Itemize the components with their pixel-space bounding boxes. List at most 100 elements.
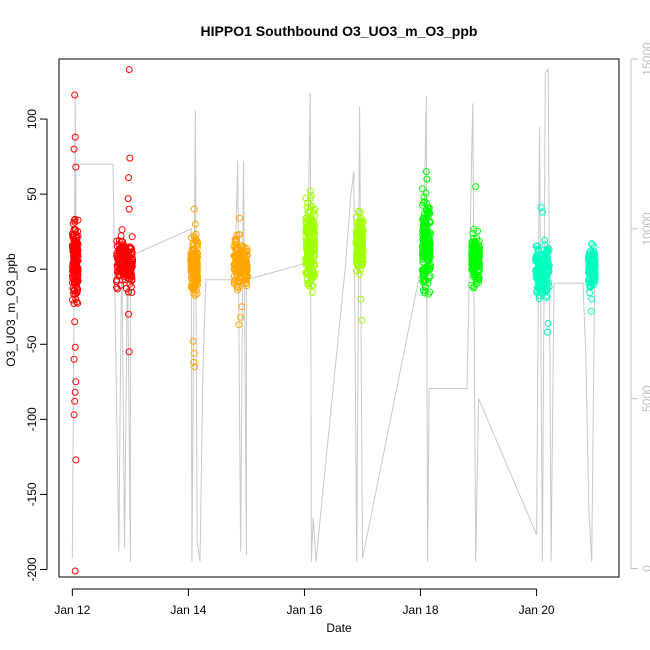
data-point [470, 225, 478, 233]
x-axis-label: Date [326, 621, 352, 635]
data-point [70, 300, 78, 307]
data-point [419, 255, 427, 263]
data-point [534, 260, 542, 268]
data-point [540, 257, 547, 265]
data-point [73, 273, 81, 281]
data-point [194, 277, 202, 285]
data-point [420, 199, 427, 207]
data-point [243, 282, 251, 290]
data-point [71, 133, 79, 141]
data-point [422, 189, 430, 197]
data-point [472, 280, 480, 288]
plot-frame [58, 58, 620, 578]
data-point [113, 237, 121, 245]
x-tick-label: Jan 20 [519, 603, 555, 617]
data-point [305, 247, 313, 255]
data-point [233, 237, 241, 245]
data-point [359, 253, 367, 261]
data-point [534, 242, 541, 250]
data-point [193, 280, 201, 288]
data-point [70, 145, 78, 153]
data-point [311, 237, 319, 245]
data-point [117, 281, 125, 289]
data-point [420, 234, 428, 242]
data-point [235, 321, 243, 329]
data-point [309, 228, 317, 236]
series-flight-2b [230, 214, 252, 329]
data-point [71, 215, 79, 223]
data-point [358, 316, 366, 324]
y2-tick-label: 10000 [640, 212, 650, 246]
data-point [423, 223, 431, 231]
data-point [423, 251, 431, 259]
data-point [71, 343, 79, 351]
data-point [535, 295, 543, 302]
data-point [357, 295, 365, 303]
data-point [418, 244, 426, 252]
data-point [190, 285, 198, 293]
data-point [126, 272, 134, 280]
data-point [356, 266, 364, 274]
data-point [70, 286, 78, 294]
data-point [423, 234, 431, 242]
data-point [356, 208, 364, 216]
data-point [71, 567, 79, 575]
data-point [72, 378, 80, 386]
y2-tick-label: 0 [640, 565, 650, 572]
series-flight-3b [352, 207, 367, 324]
y-tick-label: -150 [25, 482, 39, 506]
data-point [71, 388, 79, 396]
data-point [191, 276, 199, 284]
data-point [308, 271, 316, 279]
data-point [426, 288, 434, 296]
chart-title: HIPPO1 Southbound O3_UO3_m_O3_ppb [201, 23, 478, 39]
data-point [420, 223, 428, 231]
data-point [356, 270, 363, 278]
data-point [544, 258, 552, 266]
data-point [72, 163, 80, 171]
data-point [190, 205, 198, 213]
data-point [421, 231, 429, 238]
data-point [192, 230, 200, 238]
points-layer [68, 66, 599, 575]
data-point [73, 277, 81, 285]
data-point [71, 218, 79, 226]
data-point [190, 358, 198, 366]
data-point [71, 91, 79, 99]
data-point [232, 263, 240, 271]
data-point [587, 307, 595, 315]
data-point [540, 283, 548, 291]
data-point [126, 280, 134, 288]
data-point [537, 204, 545, 212]
y-tick-label: -100 [25, 407, 39, 431]
data-point [419, 215, 427, 223]
y-tick-label: -200 [25, 557, 39, 581]
data-point [241, 276, 249, 284]
data-point [118, 226, 126, 234]
x-tick-label: Jan 18 [403, 603, 439, 617]
data-point [424, 279, 432, 287]
series-flight-3a [302, 187, 319, 296]
x-tick-label: Jan 14 [170, 603, 206, 617]
data-point [304, 238, 312, 246]
series-flight-4a [418, 168, 434, 298]
data-point [541, 236, 549, 244]
data-point [587, 283, 595, 290]
y-tick-label: -50 [25, 335, 39, 353]
data-point [187, 234, 195, 242]
data-point [235, 231, 243, 238]
data-point [419, 278, 427, 286]
data-point [306, 187, 314, 195]
data-point [418, 185, 426, 193]
data-point [541, 241, 549, 249]
data-point [423, 255, 431, 263]
series-flight-1b [113, 66, 137, 356]
data-point [473, 234, 481, 242]
data-point [128, 277, 136, 285]
data-point [117, 244, 125, 252]
data-point [307, 244, 315, 251]
data-point [72, 241, 80, 249]
data-point [71, 263, 79, 271]
data-point [307, 202, 315, 210]
data-point [242, 264, 250, 272]
